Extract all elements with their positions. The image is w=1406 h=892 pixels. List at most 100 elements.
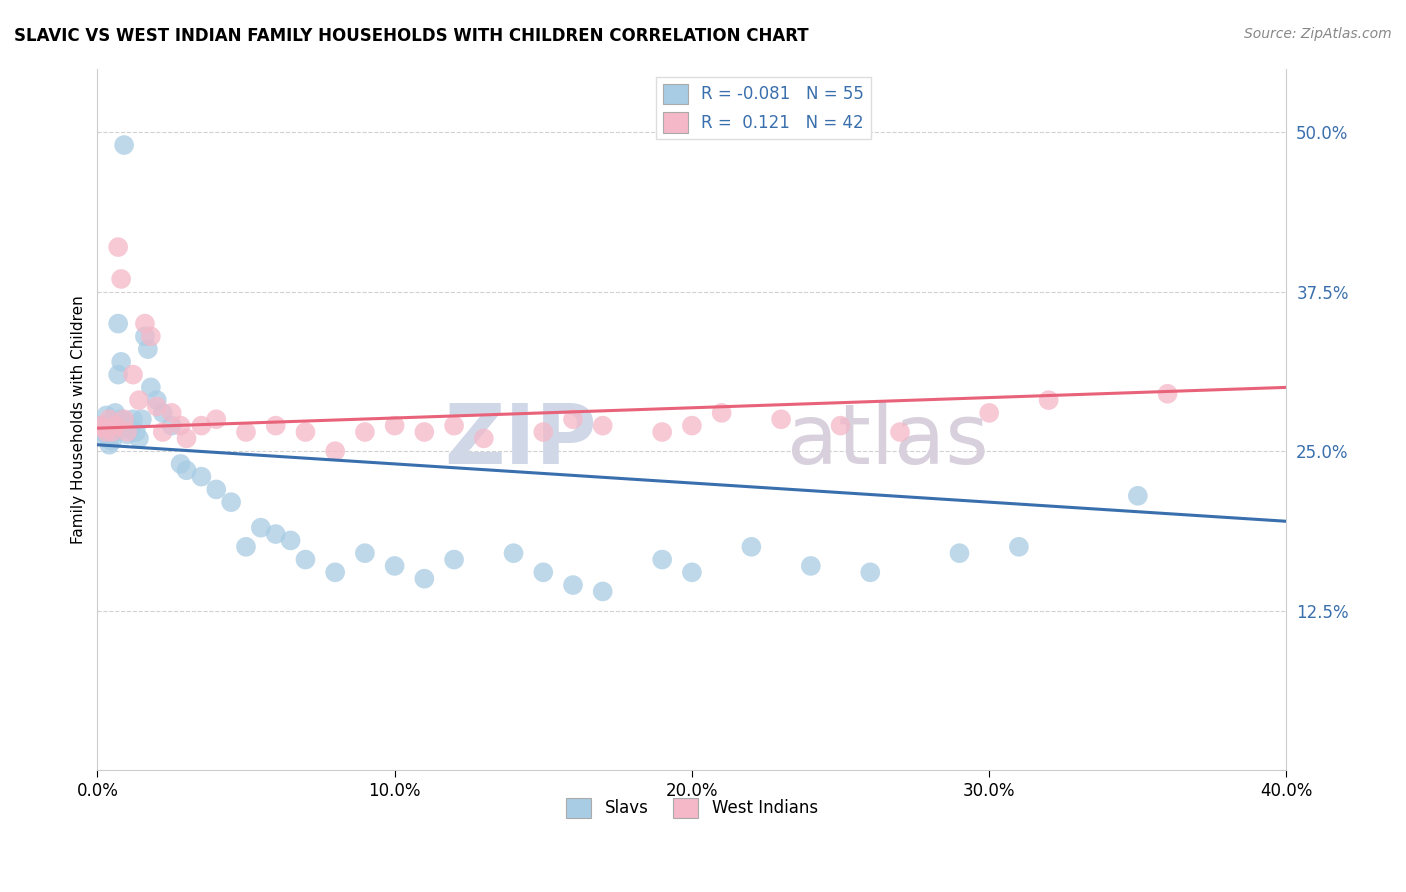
Point [110,412,132,426]
Point [384,418,406,433]
Point [122,412,145,426]
Point [681,418,703,433]
Point [101,425,124,439]
Point [176,431,198,445]
Point [413,572,436,586]
Point [502,546,524,560]
Point [96,409,118,423]
Y-axis label: Family Households with Children: Family Households with Children [72,295,86,543]
Point [115,427,138,442]
Point [531,566,554,580]
Point [107,240,129,254]
Point [101,421,124,435]
Point [472,431,495,445]
Point [1038,393,1060,408]
Point [96,425,118,439]
Point [280,533,302,548]
Point [89,418,111,433]
Point [205,483,228,497]
Text: Source: ZipAtlas.com: Source: ZipAtlas.com [1244,27,1392,41]
Point [169,418,191,433]
Point [354,546,377,560]
Point [110,272,132,286]
Point [152,425,174,439]
Point [91,421,114,435]
Point [104,418,127,433]
Point [651,552,673,566]
Point [651,425,673,439]
Point [134,317,156,331]
Point [562,578,585,592]
Point [1126,489,1149,503]
Point [190,418,212,433]
Point [98,412,121,426]
Text: atlas: atlas [787,400,988,481]
Point [235,540,257,554]
Point [115,418,138,433]
Point [294,425,316,439]
Point [122,368,145,382]
Point [115,425,138,439]
Point [136,342,159,356]
Point [176,463,198,477]
Point [125,425,148,439]
Point [110,355,132,369]
Point [1156,386,1178,401]
Point [889,425,911,439]
Point [128,393,150,408]
Point [740,540,762,554]
Point [443,418,465,433]
Point [134,329,156,343]
Point [160,418,183,433]
Text: ZIP: ZIP [444,400,596,481]
Point [169,457,191,471]
Point [107,368,129,382]
Point [1008,540,1031,554]
Point [146,400,169,414]
Point [531,425,554,439]
Point [979,406,1001,420]
Point [710,406,733,420]
Point [139,329,162,343]
Point [443,552,465,566]
Point [98,416,121,430]
Point [413,425,436,439]
Point [118,421,141,435]
Point [264,418,287,433]
Point [128,431,150,445]
Point [104,406,127,420]
Point [384,558,406,573]
Point [101,434,124,448]
Point [681,566,703,580]
Point [205,412,228,426]
Point [830,418,852,433]
Point [112,412,135,426]
Point [104,425,127,439]
Point [354,425,377,439]
Point [98,438,121,452]
Point [770,412,793,426]
Point [107,317,129,331]
Point [112,138,135,153]
Point [562,412,585,426]
Point [948,546,970,560]
Point [323,566,346,580]
Point [294,552,316,566]
Point [859,566,882,580]
Point [190,469,212,483]
Point [139,380,162,394]
Point [592,418,614,433]
Point [800,558,823,573]
Point [160,406,183,420]
Point [264,527,287,541]
Point [89,418,111,433]
Point [146,393,169,408]
Point [323,444,346,458]
Legend: Slavs, West Indians: Slavs, West Indians [560,791,824,825]
Point [219,495,242,509]
Point [152,406,174,420]
Point [250,521,273,535]
Point [592,584,614,599]
Text: SLAVIC VS WEST INDIAN FAMILY HOUSEHOLDS WITH CHILDREN CORRELATION CHART: SLAVIC VS WEST INDIAN FAMILY HOUSEHOLDS … [14,27,808,45]
Point [96,431,118,445]
